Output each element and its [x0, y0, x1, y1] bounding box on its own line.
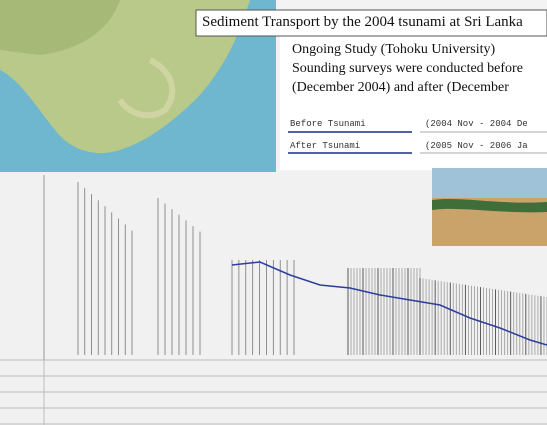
text-panel: [280, 36, 547, 170]
survey-period: (2004 Nov - 2004 De: [425, 119, 528, 129]
title: Sediment Transport by the 2004 tsunami a…: [202, 14, 523, 30]
title-box: [195, 9, 547, 37]
study-line: Sounding surveys were conducted before: [292, 61, 523, 76]
photo-sky: [432, 168, 547, 198]
map-hills: [117, 57, 176, 119]
map-land-shade: [0, 0, 120, 55]
study-heading: Ongoing Study (Tohoku University): [292, 42, 496, 57]
study-line: (December 2004) and after (December: [292, 80, 509, 95]
table-grid: [0, 359, 547, 425]
survey-label: Before Tsunami: [290, 119, 366, 129]
survey-label: After Tsunami: [290, 141, 361, 151]
survey-period: (2005 Nov - 2006 Ja: [425, 141, 528, 151]
photo-trees: [432, 198, 547, 213]
trend-line: [231, 261, 547, 346]
